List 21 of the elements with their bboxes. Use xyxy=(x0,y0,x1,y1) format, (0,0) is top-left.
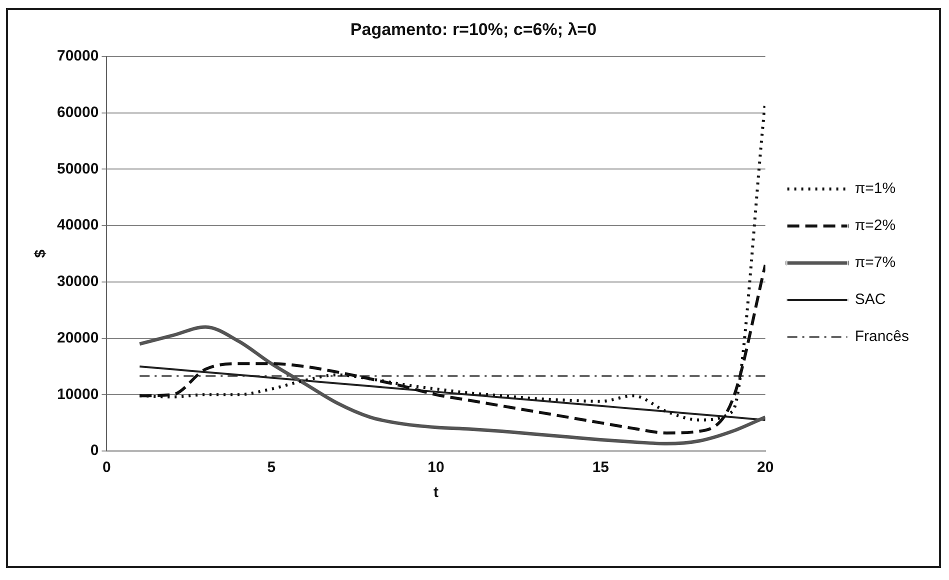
y-axis-title: $ xyxy=(32,248,50,258)
x-tick-label: 10 xyxy=(428,459,444,476)
y-tick-label: 60000 xyxy=(56,104,99,121)
y-tick-label: 20000 xyxy=(56,329,99,346)
legend-label: SAC xyxy=(854,291,886,308)
y-tick-label: 70000 xyxy=(56,48,99,65)
y-tick-label: 30000 xyxy=(56,273,99,290)
x-tick-label: 15 xyxy=(592,459,610,476)
legend-label: π=7% xyxy=(854,254,896,272)
x-axis-title: t xyxy=(434,484,439,502)
legend-label: π=1% xyxy=(854,180,896,198)
x-tick-label: 5 xyxy=(267,459,276,476)
y-tick-label: 10000 xyxy=(56,386,99,403)
chart-title: Pagamento: r=10%; c=6%; λ=0 xyxy=(350,20,597,39)
y-tick-label: 50000 xyxy=(56,160,99,178)
x-tick-label: 20 xyxy=(756,459,774,476)
y-tick-label: 40000 xyxy=(56,216,99,234)
x-tick-label: 0 xyxy=(102,459,111,476)
legend-label: π=2% xyxy=(854,217,896,234)
y-tick-label: 0 xyxy=(90,442,99,460)
legend-label: Francês xyxy=(854,328,910,346)
